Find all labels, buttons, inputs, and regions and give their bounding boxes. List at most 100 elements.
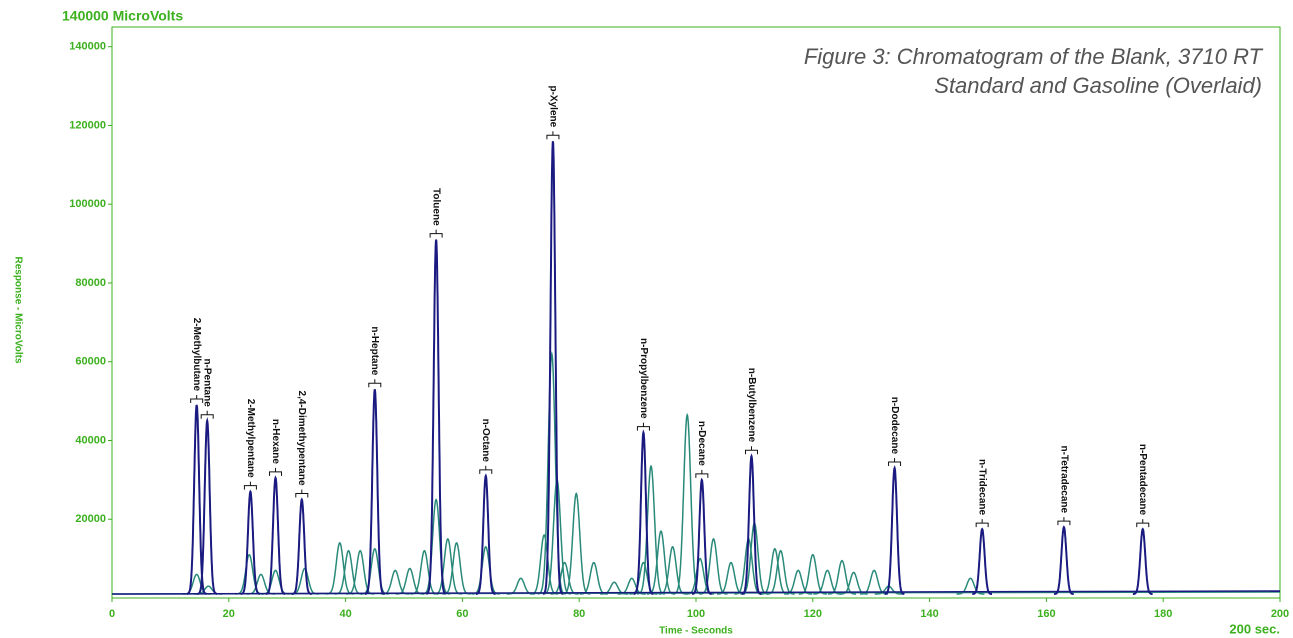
peak-bracket (695, 469, 709, 478)
peak (240, 489, 261, 595)
y-axis-label: Response - MicroVolts (12, 256, 23, 363)
peak (365, 389, 385, 595)
peak-label: n-Butylbenzene (746, 368, 757, 443)
x-tick-label: 80 (573, 608, 585, 620)
peak-label: n-Heptane (369, 326, 380, 375)
x-tick-label: 0 (109, 608, 115, 620)
peak (691, 477, 713, 595)
x-tick-label: 180 (1154, 608, 1172, 620)
peak (506, 577, 535, 595)
y-tick-label: 120000 (69, 119, 106, 131)
peak (839, 571, 868, 595)
peak (828, 559, 856, 595)
peak-bracket (200, 410, 214, 419)
peak-bracket (243, 481, 257, 490)
peak (537, 351, 566, 595)
peak-bracket (975, 519, 989, 528)
peak-bracket (1136, 519, 1150, 528)
peak (741, 453, 762, 595)
peak-bracket (269, 467, 283, 476)
y-tick-label: 60000 (75, 356, 106, 368)
peak (646, 530, 675, 595)
x-axis-label: Time - Seconds (659, 626, 733, 637)
peak (562, 492, 591, 595)
x-tick-label: 20 (223, 608, 235, 620)
peak (699, 537, 728, 595)
peak (633, 429, 654, 595)
peak-label: n-Dodecane (889, 397, 900, 455)
peak-bracket (546, 131, 560, 140)
peak (410, 549, 439, 595)
x-end-label: 200 sec. (1229, 621, 1280, 636)
y-tick-label: 20000 (75, 513, 106, 525)
peak-bracket (295, 489, 309, 498)
x-tick-label: 100 (687, 608, 705, 620)
peak-label: n-Hexane (270, 419, 281, 464)
plot-frame (111, 26, 1281, 599)
peak-label: n-Pentadecane (1137, 444, 1148, 516)
chart-title: Figure 3: Chromatogram of the Blank, 371… (804, 44, 1264, 69)
x-tick-label: 160 (1037, 608, 1055, 620)
peak (422, 498, 451, 595)
peak (261, 569, 290, 595)
y-tick-label: 80000 (75, 277, 106, 289)
peak (1054, 525, 1074, 595)
peak (471, 545, 500, 595)
peak (425, 239, 447, 595)
peak (235, 553, 264, 595)
peak (265, 475, 286, 595)
peak-bracket (190, 395, 204, 404)
peak (197, 417, 217, 595)
peak (186, 404, 207, 595)
peak (325, 542, 354, 595)
scale-label: 140000 MicroVolts (62, 8, 183, 24)
peak (884, 465, 905, 595)
peak-label: n-Pentane (202, 358, 213, 407)
peak (956, 577, 985, 595)
peak (617, 577, 646, 595)
peak-bracket (1057, 517, 1071, 526)
x-tick-label: 40 (339, 608, 351, 620)
peak-label: Toluene (430, 188, 441, 226)
peak (1132, 527, 1153, 595)
peak (475, 473, 496, 595)
peak (972, 527, 992, 595)
peak-label: n-Tetradecane (1058, 445, 1069, 513)
peak (360, 547, 389, 595)
peak (542, 141, 563, 595)
peak (442, 542, 471, 595)
x-tick-label: 60 (456, 608, 468, 620)
peak (291, 497, 312, 595)
baseline (111, 590, 1281, 595)
peak-bracket (744, 446, 758, 455)
peak (658, 545, 687, 595)
peak (784, 569, 813, 595)
peak-label: n-Decane (696, 421, 707, 466)
peak (860, 569, 889, 595)
x-tick-label: 120 (804, 608, 822, 620)
chart-title: Standard and Gasoline (Overlaid) (934, 73, 1262, 98)
peak-bracket (368, 379, 382, 388)
peak-label: p-Xylene (547, 86, 558, 128)
y-tick-label: 40000 (75, 434, 106, 446)
peak-label: n-Tridecane (977, 459, 988, 516)
x-tick-label: 140 (920, 608, 938, 620)
peak (813, 569, 842, 595)
peak-bracket (429, 229, 443, 238)
peak (636, 464, 666, 595)
peak-label: n-Propylbenzene (638, 338, 649, 419)
x-tick-label: 200 (1271, 608, 1289, 620)
y-tick-label: 100000 (69, 198, 106, 210)
y-tick-label: 140000 (69, 41, 106, 53)
peak-bracket (888, 458, 902, 467)
peak-bracket (636, 422, 650, 431)
peak-label: 2-Methylpentane (245, 399, 256, 478)
peak-label: 2,4-Dimethypentane (296, 391, 307, 486)
peak (798, 553, 827, 595)
peak (579, 561, 608, 595)
peak-label: 2-Methylbutane (191, 318, 202, 392)
peak-bracket (479, 465, 493, 474)
peak-label: n-Octane (480, 419, 491, 463)
peak (182, 573, 211, 595)
